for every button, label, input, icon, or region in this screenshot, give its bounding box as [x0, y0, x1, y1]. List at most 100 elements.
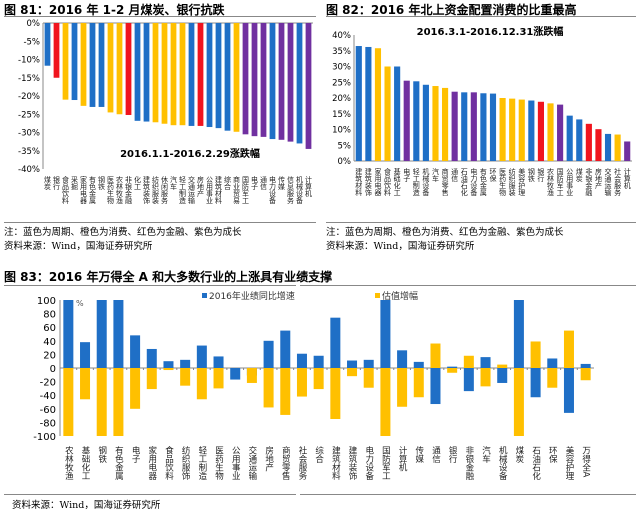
chart1-bar: [537, 101, 544, 161]
chart1-x-tick-label: 环保: [489, 168, 497, 183]
chart1-x-tick-label: 建筑材料: [355, 167, 363, 197]
chart0-x-tick-label: 综合: [224, 175, 232, 191]
chart1-x-tick-label: 农林牧渔: [547, 167, 555, 197]
chart2-legend-label: 2016年业绩同比增速: [209, 290, 295, 302]
chart1-y-tick-label: 0%: [338, 157, 352, 167]
chart0-bar: [143, 23, 150, 122]
chart1-x-tick-label: 机械设备: [422, 167, 430, 197]
chart2-earnings-bar: [413, 361, 424, 368]
chart2-valuation-bar: [280, 368, 291, 415]
chart1-x-tick-label: 食品饮料: [384, 167, 392, 197]
chart0-x-tick-label: 非银金融: [125, 175, 133, 205]
chart2-valuation-bar: [430, 343, 441, 368]
fig83-source: 资料来源：Wind，国海证券研究所: [12, 500, 161, 511]
chart2-x-tick-label: 农林牧渔: [63, 445, 73, 480]
chart2-y-tick-label: 60: [43, 323, 56, 334]
chart2-earnings-bar: [213, 356, 224, 368]
chart1-bar: [509, 98, 516, 161]
chart2-valuation-bar: [296, 368, 307, 397]
chart0-x-tick-label: 传媒: [278, 175, 286, 191]
chart0-bar: [170, 23, 177, 126]
chart0-x-tick-label: 钢铁: [98, 175, 106, 191]
chart2-earnings-bar: [146, 348, 157, 368]
fig82-note: 注：蓝色为周期、橙色为消费、红色为金融、紫色为成长: [326, 227, 564, 238]
chart0-bar: [188, 23, 195, 126]
chart2-valuation-bar: [213, 368, 224, 389]
chart1-y-tick-label: 40%: [332, 31, 351, 41]
chart0-bar: [242, 23, 249, 135]
fig83-title: 图 83：2016 年万得全 A 和大多数行业的上涨具有业绩支撑: [4, 270, 333, 284]
chart0-bar: [206, 23, 213, 128]
chart2-unit-label: %: [76, 299, 84, 308]
chart2-y-tick-label: 100: [37, 296, 56, 307]
chart2-earnings-bar: [347, 360, 358, 368]
chart2-earnings-bar: [580, 363, 591, 368]
chart2-earnings-bar: [180, 359, 191, 368]
chart2-valuation-bar: [130, 368, 141, 409]
chart2-x-tick-label: 电子: [130, 445, 140, 463]
chart2-legend-label: 估值增幅: [382, 290, 418, 302]
chart2-earnings-bar: [230, 368, 241, 380]
chart2-earnings-bar: [363, 359, 374, 368]
chart2-x-tick-label: 钢铁: [97, 445, 107, 464]
chart2-y-tick-label: -60: [40, 405, 56, 416]
chart2-y-tick-label: 40: [43, 337, 56, 348]
fig81-note: 注：蓝色为周期、橙色为消费、红色为金融、紫色为成长: [4, 227, 242, 238]
chart2-earnings-bar: [113, 300, 124, 368]
chart2-valuation-bar: [397, 368, 408, 407]
chart0-x-tick-label: 农林牧渔: [116, 175, 124, 205]
chart1-x-tick-label: 汽车: [431, 167, 439, 183]
chart2-x-tick-label: 有色金属: [113, 445, 123, 481]
chart2-x-tick-label: 基础化工: [80, 445, 90, 480]
chart0-bar: [125, 23, 132, 115]
chart2-valuation-bar: [263, 368, 274, 408]
chart0-x-tick-label: 通信: [260, 175, 268, 191]
chart1-x-tick-label: 建筑装饰: [364, 167, 372, 197]
chart1-bar: [403, 80, 410, 161]
chart1-y-tick-label: 25%: [332, 78, 351, 88]
chart2-earnings-bar: [447, 366, 458, 368]
chart0-x-tick-label: 商业贸易: [233, 175, 241, 205]
chart0-bar: [179, 23, 186, 126]
chart0-bar: [287, 23, 294, 142]
chart2-valuation-bar: [330, 368, 341, 419]
chart1-y-tick-label: 5%: [338, 141, 352, 151]
chart1-bar: [470, 92, 477, 161]
chart2-valuation-bar: [547, 368, 558, 388]
chart2-x-tick-label: 综合: [314, 445, 324, 464]
chart0-x-tick-label: 纺织服装: [152, 175, 160, 205]
chart2-y-tick-label: -80: [40, 418, 56, 429]
chart2-earnings-bar: [480, 357, 491, 368]
chart0-x-tick-label: 电力设备: [269, 175, 277, 205]
chart2-x-tick-label: 银行: [447, 445, 457, 464]
fig83-title-rule: [4, 285, 296, 286]
chart0-bar: [71, 23, 78, 101]
chart0-x-tick-label: 机械设备: [296, 175, 304, 205]
fig81-bottom-rule: [4, 222, 316, 223]
chart1-bar: [489, 93, 497, 161]
chart0-y-tick-label: -5%: [23, 37, 40, 47]
chart1-x-tick-label: 石油石化: [460, 168, 468, 197]
chart2-valuation-bar: [380, 368, 391, 436]
chart2-x-tick-label: 万得全A: [581, 446, 591, 478]
chart1-x-tick-label: 美容护理: [518, 167, 526, 196]
chart0-bar: [53, 23, 60, 78]
chart0-bar: [224, 23, 231, 131]
chart0-x-tick-label: 采掘: [71, 175, 79, 191]
chart1-x-tick-label: 计算机: [623, 167, 631, 190]
chart2-earnings-bar: [563, 368, 574, 413]
chart0-bar: [251, 23, 258, 137]
chart0-x-tick-label: 休闲服务: [161, 175, 169, 205]
chart1-bar: [384, 66, 391, 161]
chart2-valuation-bar: [530, 341, 541, 368]
chart2-earnings-bar: [397, 350, 408, 368]
fig83-bottom-rule: [4, 494, 296, 495]
chart1-subtitle: 2016.3.1-2016.12.31涨跌幅: [417, 25, 564, 38]
chart2-valuation-bar: [246, 368, 257, 383]
chart0-x-tick-label: 国防军工: [242, 176, 250, 204]
chart1-bar: [585, 123, 592, 161]
chart2-valuation-bar: [480, 368, 491, 387]
chart2-x-tick-label: 电力设备: [364, 445, 374, 481]
chart0-x-tick-label: 家用电器: [80, 175, 88, 205]
chart0-y-tick-label: 0%: [27, 19, 41, 29]
